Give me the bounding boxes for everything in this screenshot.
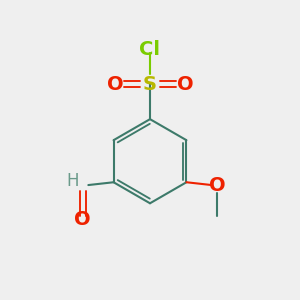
- Text: O: O: [106, 75, 123, 94]
- Text: H: H: [67, 172, 79, 190]
- Text: O: O: [74, 210, 91, 229]
- Text: O: O: [177, 75, 194, 94]
- Text: Cl: Cl: [140, 40, 160, 59]
- Text: S: S: [143, 75, 157, 94]
- Text: O: O: [209, 176, 226, 195]
